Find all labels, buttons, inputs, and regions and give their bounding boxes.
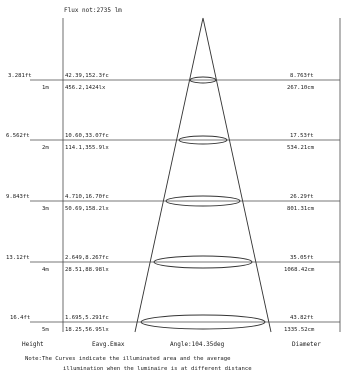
height-m-5: 5m	[42, 327, 49, 333]
cone-left-edge	[134, 17, 204, 333]
level-4: 13.12ft 4m 2.649,8.267fc 28.51,88.98lx 3…	[6, 255, 340, 273]
diam-cm-4: 1068.42cm	[284, 267, 315, 273]
diam-ft-5: 43.82ft	[290, 315, 314, 321]
illum-fc-1: 42.39,152.3fc	[65, 73, 109, 79]
illum-fc-3: 4.710,16.70fc	[65, 194, 109, 200]
diam-cm-2: 534.21cm	[287, 145, 315, 151]
diam-cm-1: 267.10cm	[287, 85, 315, 91]
illum-lx-1: 456.2,1424lx	[65, 85, 106, 91]
illum-fc-4: 2.649,8.267fc	[65, 255, 109, 261]
footer-diameter: Diameter	[292, 341, 321, 348]
height-m-1: 1m	[42, 85, 49, 91]
height-ft-3: 9.843ft	[6, 194, 30, 200]
level-5: 16.4ft 5m 1.695,5.291fc 18.25,56.95lx 43…	[10, 314, 340, 333]
height-ft-1: 3.281ft	[8, 73, 32, 79]
diam-ft-1: 8.763ft	[290, 73, 314, 79]
note-line-1: Note:The Curves indicate the illuminated…	[25, 356, 231, 362]
illum-lx-4: 28.51,88.98lx	[65, 267, 109, 273]
illum-lx-5: 18.25,56.95lx	[65, 327, 109, 333]
height-m-3: 3m	[42, 206, 49, 212]
diam-ft-3: 26.29ft	[290, 194, 314, 200]
level-3: 9.843ft 3m 4.710,16.70fc 50.69,158.2lx 2…	[6, 194, 340, 212]
illum-lx-2: 114.1,355.9lx	[65, 145, 109, 151]
diam-ft-4: 35.05ft	[290, 255, 314, 261]
diam-cm-5: 1335.52cm	[284, 327, 315, 333]
flux-label: Flux not:2735 lm	[64, 7, 122, 14]
height-ft-4: 13.12ft	[6, 255, 30, 261]
footer-eavg-emax: Eavg.Emax	[92, 341, 125, 348]
illum-ellipse-2	[178, 135, 228, 145]
illum-ellipse-4	[153, 255, 253, 269]
footer-angle: Angle:104.35deg	[170, 341, 225, 348]
height-ft-2: 6.562ft	[6, 133, 30, 139]
cone-right-edge	[202, 17, 272, 333]
illum-ellipse-5	[140, 314, 266, 330]
level-1: 3.281ft 1m 42.39,152.3fc 456.2,1424lx 8.…	[8, 73, 340, 91]
illum-lx-3: 50.69,158.2lx	[65, 206, 109, 212]
diam-ft-2: 17.53ft	[290, 133, 314, 139]
illum-fc-5: 1.695,5.291fc	[65, 315, 109, 321]
height-ft-5: 16.4ft	[10, 315, 30, 321]
illum-ellipse-3	[165, 195, 241, 207]
illum-fc-2: 10.60,33.07fc	[65, 133, 109, 139]
height-m-4: 4m	[42, 267, 49, 273]
note-line-2: illumination when the luminaire is at di…	[63, 366, 252, 372]
height-m-2: 2m	[42, 145, 49, 151]
diam-cm-3: 801.31cm	[287, 206, 315, 212]
footer-height: Height	[22, 341, 44, 348]
level-2: 6.562ft 2m 10.60,33.07fc 114.1,355.9lx 1…	[6, 133, 340, 151]
